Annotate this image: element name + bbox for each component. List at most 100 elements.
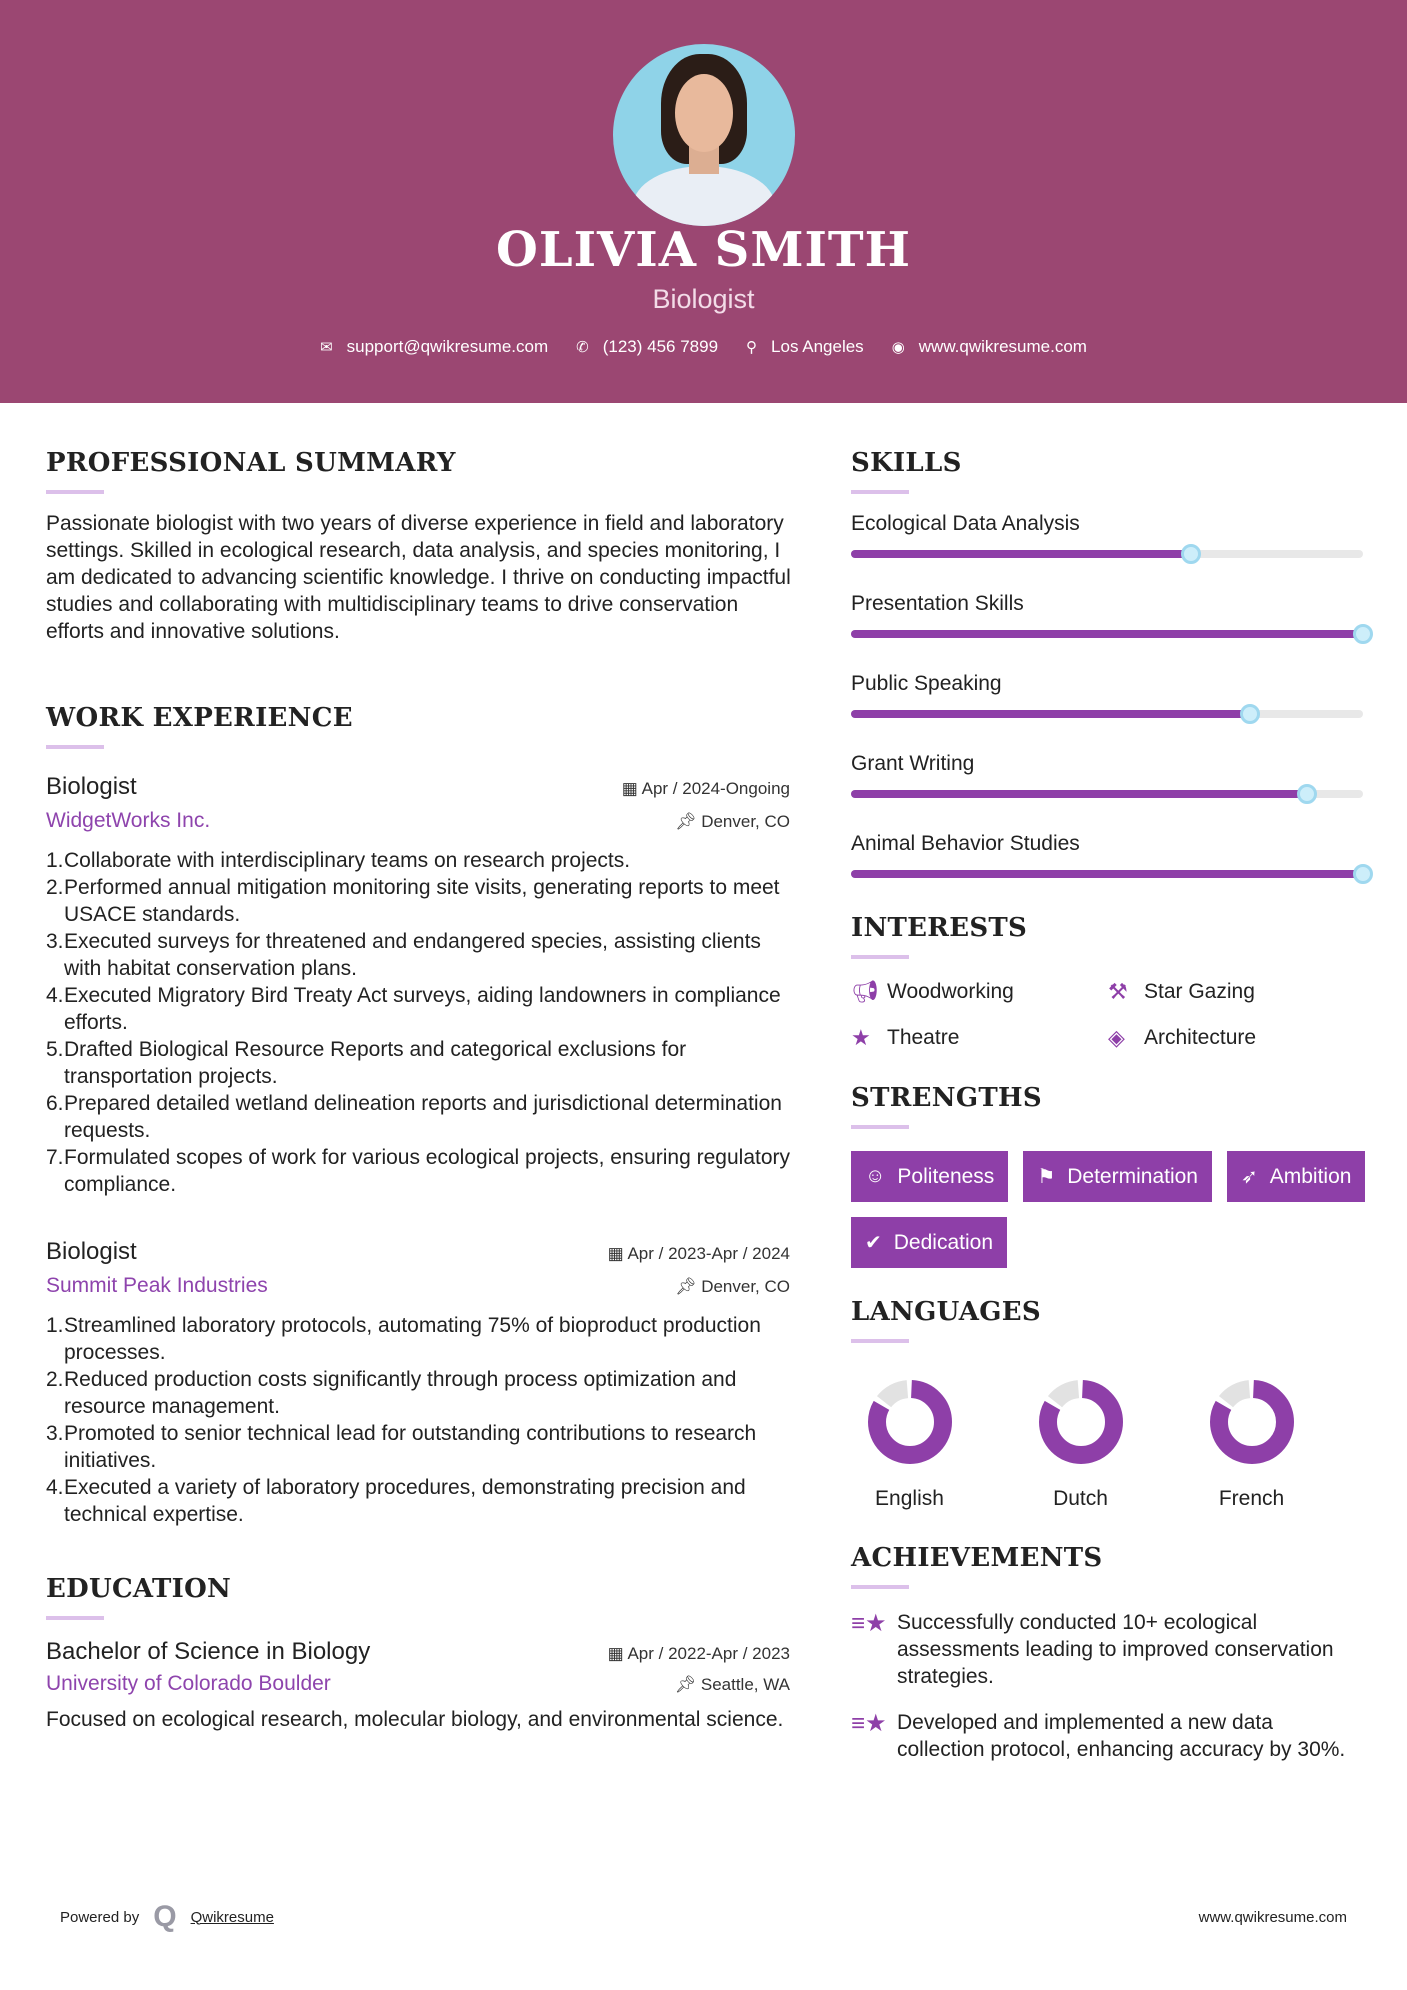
section-heading: LANGUAGES xyxy=(851,1297,1041,1327)
skill-bar-knob xyxy=(1181,544,1202,564)
school-name: University of Colorado Boulder xyxy=(46,1672,331,1695)
phone-text: (123) 456 7899 xyxy=(602,337,719,356)
skill-label: Animal Behavior Studies xyxy=(851,832,1080,855)
candidate-role: Biologist xyxy=(652,284,755,314)
achievements-section: ACHIEVEMENTS ≡★ Successfully conducted 10… xyxy=(851,1543,1363,1782)
pushpin-icon: 📌︎ xyxy=(674,1675,701,1694)
education-description: Focused on ecological research, molecula… xyxy=(46,1708,784,1731)
bullet-text: Formulated scopes of work for various ec… xyxy=(64,1146,791,1196)
skill-bar xyxy=(851,784,1363,804)
section-heading: STRENGTHS xyxy=(851,1083,1042,1113)
skill-item: Grant Writing xyxy=(851,752,1363,804)
list-item: 4. Executed Migratory Bird Treaty Act sur… xyxy=(46,982,790,1036)
strength-label: Determination xyxy=(1067,1164,1198,1188)
skill-bar xyxy=(851,624,1373,644)
list-item: 2. Performed annual mitigation monitoring… xyxy=(46,874,790,928)
donut-level xyxy=(1038,1380,1123,1464)
skill-bar-fill xyxy=(851,790,1307,798)
skill-bar xyxy=(851,864,1373,884)
skill-item: Public Speaking xyxy=(851,672,1363,724)
skill-bar-fill xyxy=(851,870,1363,878)
education-location: Seattle, WA xyxy=(700,1675,790,1694)
flag-checkered-icon: ⚑ xyxy=(1037,1166,1056,1188)
donut-level xyxy=(1209,1380,1294,1464)
language-label: French xyxy=(1218,1487,1285,1510)
bullet-text: Promoted to senior technical lead for ou… xyxy=(64,1422,757,1472)
bullet-text: Performed annual mitigation monitoring s… xyxy=(64,876,780,926)
section-heading: EDUCATION xyxy=(46,1574,232,1604)
list-item: 4. Executed a variety of laboratory proce… xyxy=(46,1474,790,1528)
language-item: English xyxy=(824,1377,995,1511)
skill-label: Presentation Skills xyxy=(851,592,1024,615)
bullet-text: Reduced production costs significantly t… xyxy=(64,1368,737,1418)
envelope-icon: ✉ xyxy=(320,339,333,356)
brand-link[interactable]: Qwikresume xyxy=(190,1908,274,1926)
job-entry: Biologist ▦ Apr / 2024-Ongoing WidgetWorks… xyxy=(46,773,790,1198)
location-text: Los Angeles xyxy=(771,337,864,356)
language-item: Dutch xyxy=(995,1377,1166,1511)
interest-item: ★ Theatre xyxy=(851,1025,1108,1051)
skill-bar-fill xyxy=(851,550,1192,558)
job-location: Denver, CO xyxy=(701,1277,790,1296)
strength-label: Dedication xyxy=(893,1230,993,1254)
languages-section: LANGUAGES English Dutch French xyxy=(824,1297,1364,1511)
language-donut xyxy=(1209,1380,1294,1464)
check-circle-icon: ✔ xyxy=(865,1232,882,1254)
achievement-item: ≡★ Developed and implemented a new data c… xyxy=(851,1709,1363,1763)
bullet-text: Executed surveys for threatened and enda… xyxy=(64,930,761,980)
heading-underline xyxy=(46,1616,104,1620)
email-link[interactable]: support@qwikresume.com xyxy=(346,337,549,356)
strength-label: Politeness xyxy=(897,1164,995,1188)
interest-item: 📢︎ Woodworking xyxy=(851,979,1108,1005)
interest-item: ⚒ Star Gazing xyxy=(1108,979,1365,1005)
qwikresume-logo-icon: Q xyxy=(153,1900,177,1933)
strength-label: Ambition xyxy=(1269,1164,1352,1188)
profile-photo xyxy=(613,44,795,226)
section-heading: WORK EXPERIENCE xyxy=(46,703,353,733)
heading-underline xyxy=(851,1125,909,1129)
skill-bar-fill xyxy=(851,630,1363,638)
gavel-icon: ⚒ xyxy=(1108,979,1128,1004)
website-link[interactable]: www.qwikresume.com xyxy=(918,337,1087,356)
heading-underline xyxy=(851,1585,909,1589)
language-item: French xyxy=(1166,1377,1337,1511)
contact-bar: ✉ support@qwikresume.com ✆ (123) 456 789… xyxy=(0,337,1407,357)
megaphone-icon: 📢︎ xyxy=(851,979,879,1004)
experience-section: WORK EXPERIENCE Biologist ▦ Apr / 2024-On… xyxy=(46,703,790,1528)
footer-website-link[interactable]: www.qwikresume.com xyxy=(1198,1908,1347,1926)
summary-section: PROFESSIONAL SUMMARY Passionate biologis… xyxy=(46,448,791,645)
job-bullets: 1. Collaborate with interdisciplinary tea… xyxy=(46,847,790,1198)
company-name: Summit Peak Industries xyxy=(46,1274,268,1297)
language-donut xyxy=(1038,1380,1123,1464)
pushpin-icon: 📌︎ xyxy=(674,812,702,831)
section-heading: ACHIEVEMENTS xyxy=(851,1543,1103,1573)
section-heading: PROFESSIONAL SUMMARY xyxy=(46,448,456,478)
candidate-name: OLIVIA SMITH xyxy=(496,222,911,278)
job-dates: Apr / 2024-Ongoing xyxy=(641,779,790,798)
donut-level xyxy=(867,1380,952,1464)
skill-label: Grant Writing xyxy=(851,752,975,775)
calendar-icon: ▦ xyxy=(607,1644,628,1663)
strength-badge: ☺ Politeness xyxy=(851,1151,1009,1202)
skill-label: Ecological Data Analysis xyxy=(851,512,1080,535)
list-item: 2. Reduced production costs significantly… xyxy=(46,1366,790,1420)
interest-label: Architecture xyxy=(1144,1026,1257,1049)
bullet-text: Drafted Biological Resource Reports and … xyxy=(64,1038,687,1088)
powered-by-text: Powered by xyxy=(60,1908,140,1926)
heading-underline xyxy=(851,490,909,494)
list-item: 7. Formulated scopes of work for various … xyxy=(46,1146,791,1196)
job-dates: Apr / 2023-Apr / 2024 xyxy=(627,1244,790,1263)
skill-bar xyxy=(851,704,1363,724)
bullet-text: Executed Migratory Bird Treaty Act surve… xyxy=(64,984,781,1034)
interests-section: INTERESTS 📢︎ Woodworking ⚒ Star Gazing ★ Thea… xyxy=(851,913,1363,1051)
list-item: 1. Streamlined laboratory protocols, auto… xyxy=(46,1312,790,1366)
education-dates: Apr / 2022-Apr / 2023 xyxy=(627,1644,790,1663)
skill-bar-knob xyxy=(1296,784,1317,804)
skill-item: Animal Behavior Studies xyxy=(851,832,1373,884)
skill-label: Public Speaking xyxy=(851,672,1002,695)
calendar-icon: ▦ xyxy=(607,1244,628,1263)
phone-icon: ✆ xyxy=(576,339,589,356)
bullet-text: Executed a variety of laboratory procedu… xyxy=(64,1476,746,1526)
bullet-text: Prepared detailed wetland delineation re… xyxy=(64,1092,782,1142)
skill-item: Ecological Data Analysis xyxy=(851,512,1363,564)
